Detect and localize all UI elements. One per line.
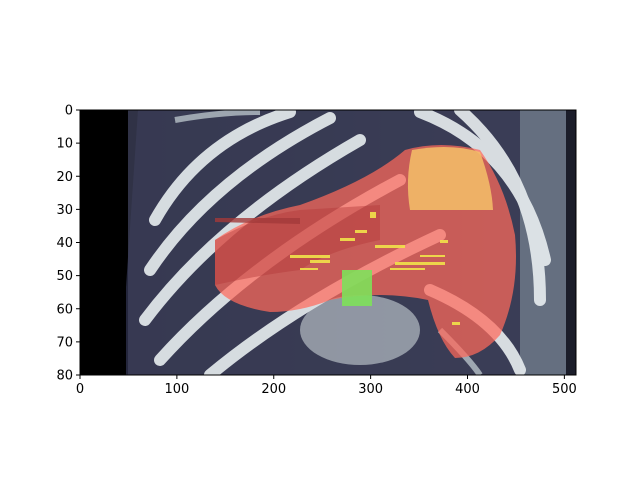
vessel-overlay <box>290 212 460 325</box>
y-tick-label: 30 <box>56 203 73 218</box>
x-tick-label: 500 <box>552 382 577 397</box>
y-tick-label: 70 <box>56 335 73 350</box>
x-tick-label: 300 <box>358 382 383 397</box>
upper-right-region-overlay <box>407 146 493 210</box>
y-tick-label: 10 <box>56 137 73 152</box>
x-tick-label: 0 <box>76 382 84 397</box>
y-tick-label: 40 <box>56 236 73 251</box>
x-tick-label: 400 <box>455 382 480 397</box>
y-tick-label: 20 <box>56 170 73 185</box>
x-axis: 0 100 200 300 400 500 <box>76 375 577 397</box>
ct-image <box>80 110 576 375</box>
x-tick-label: 100 <box>164 382 189 397</box>
y-tick-label: 0 <box>65 104 73 119</box>
x-tick-label: 200 <box>261 382 286 397</box>
y-axis: 0 10 20 30 40 50 60 70 80 <box>56 104 80 384</box>
y-tick-label: 60 <box>56 302 73 317</box>
y-tick-label: 80 <box>56 369 73 384</box>
small-region-overlay <box>342 270 372 306</box>
y-tick-label: 50 <box>56 269 73 284</box>
